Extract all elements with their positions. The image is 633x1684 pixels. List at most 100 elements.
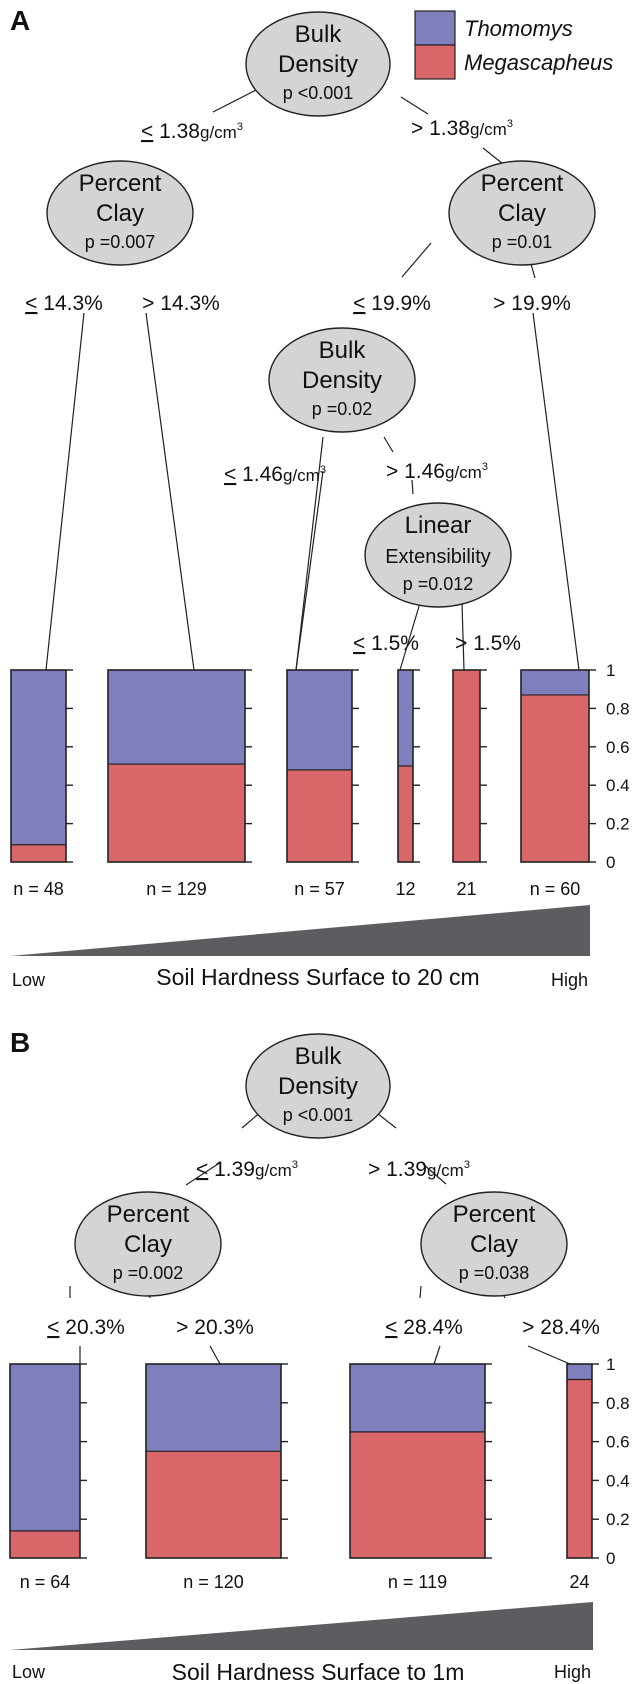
bar-frame bbox=[107, 669, 246, 863]
bar-segment-megascapheus bbox=[398, 766, 413, 862]
tree-edge bbox=[422, 1163, 447, 1185]
node-variable-line1: Linear bbox=[405, 512, 472, 539]
split-value: 1.38 bbox=[153, 120, 200, 143]
split-value: 1.39 bbox=[380, 1158, 427, 1181]
node-ellipse bbox=[74, 1191, 222, 1297]
split-operator: > bbox=[142, 292, 154, 315]
tree-edge bbox=[145, 312, 195, 671]
node-variable-line1: Bulk bbox=[319, 337, 367, 364]
leaf-sample-size: n = 64 bbox=[20, 1572, 71, 1592]
split-label-4: < 19.9% bbox=[353, 292, 431, 315]
y-tick-label-0-6: 0.6 bbox=[606, 1433, 630, 1452]
tree-edge bbox=[401, 242, 432, 278]
tree-edge bbox=[295, 436, 324, 671]
panel-letter-a: A bbox=[10, 5, 30, 36]
node-ellipse bbox=[268, 327, 416, 433]
split-label-2: < 20.3% bbox=[47, 1316, 125, 1339]
bar-segment-megascapheus bbox=[108, 764, 245, 862]
split-label-4: < 28.4% bbox=[385, 1316, 463, 1339]
split-label-3: > 20.3% bbox=[176, 1316, 254, 1339]
node-variable-line1: Percent bbox=[453, 1201, 536, 1228]
tree-edge bbox=[212, 86, 263, 113]
split-operator: < bbox=[196, 1158, 208, 1181]
split-label-6: < 1.46g/cm3 bbox=[224, 463, 326, 486]
bar-frame bbox=[520, 669, 590, 863]
leaf-bar-2: n = 119 bbox=[349, 1363, 492, 1592]
bar-segment-megascapheus bbox=[287, 769, 352, 862]
tree-edge bbox=[411, 479, 414, 495]
split-operator: > bbox=[386, 460, 398, 483]
split-value: 20.3% bbox=[59, 1316, 124, 1339]
split-value: 1.46 bbox=[398, 460, 445, 483]
node-variable-line2: Density bbox=[278, 51, 358, 78]
bar-segment-megascapheus bbox=[350, 1431, 485, 1558]
bar-frame bbox=[10, 669, 67, 863]
split-operator: < bbox=[353, 292, 365, 315]
node-p-value: p =0.02 bbox=[312, 399, 373, 419]
tree-node-0: Bulk Density p <0.001 bbox=[245, 11, 391, 117]
split-value: 28.4% bbox=[534, 1316, 599, 1339]
leaf-sample-size: 24 bbox=[569, 1572, 589, 1592]
split-value: 19.9% bbox=[505, 292, 570, 315]
bar-segment-megascapheus bbox=[11, 844, 66, 862]
tree-node-1: Percent Clay p =0.007 bbox=[46, 160, 194, 266]
node-ellipse bbox=[245, 1033, 391, 1139]
tree-node-0: Bulk Density p <0.001 bbox=[245, 1033, 391, 1139]
split-value: 1.5% bbox=[467, 632, 521, 655]
node-p-value: p =0.01 bbox=[492, 232, 553, 252]
tree-edge bbox=[433, 1345, 441, 1365]
node-p-value: p =0.038 bbox=[459, 1263, 530, 1283]
split-operator: > bbox=[522, 1316, 534, 1339]
node-variable-line2: Clay bbox=[96, 200, 144, 227]
tree-edge bbox=[209, 1345, 221, 1365]
leaf-bar-3: 12 bbox=[395, 669, 420, 899]
y-tick-label-0: 0 bbox=[606, 853, 615, 872]
node-p-value: p <0.001 bbox=[283, 83, 354, 103]
node-variable-line2: Density bbox=[278, 1073, 358, 1100]
soil-hardness-gradient-wedge bbox=[10, 905, 590, 956]
axis-title: Soil Hardness Surface to 1m bbox=[172, 1659, 465, 1684]
split-operator: > bbox=[411, 117, 423, 140]
split-label-0: < 1.38g/cm3 bbox=[141, 120, 243, 143]
bar-segment-thomomys bbox=[11, 670, 66, 862]
split-operator: < bbox=[353, 632, 365, 655]
split-label-2: < 14.3% bbox=[25, 292, 103, 315]
tree-node-2: Percent Clay p =0.01 bbox=[448, 160, 596, 266]
split-unit-superscript: 3 bbox=[320, 464, 326, 476]
legend-label-megascapheus: Megascapheus bbox=[464, 50, 613, 75]
node-ellipse bbox=[46, 160, 194, 266]
bar-segment-megascapheus bbox=[146, 1451, 281, 1558]
split-unit: g/cm bbox=[427, 1161, 464, 1180]
bar-segment-thomomys bbox=[10, 1364, 80, 1558]
leaf-bar-3: 24 bbox=[566, 1363, 599, 1592]
split-unit-superscript: 3 bbox=[507, 118, 513, 130]
axis-low-label: Low bbox=[12, 970, 46, 990]
split-label-1: > 1.39g/cm3 bbox=[368, 1158, 470, 1181]
split-label-3: > 14.3% bbox=[142, 292, 220, 315]
node-variable-line1: Bulk bbox=[295, 1043, 343, 1070]
split-value: 19.9% bbox=[365, 292, 430, 315]
tree-edge bbox=[399, 602, 421, 671]
split-value: 20.3% bbox=[188, 1316, 253, 1339]
leaf-sample-size: 21 bbox=[456, 879, 476, 899]
split-value: 1.46 bbox=[236, 463, 283, 486]
node-ellipse bbox=[448, 160, 596, 266]
node-variable-line1: Percent bbox=[79, 170, 162, 197]
node-variable-line1: Bulk bbox=[295, 21, 343, 48]
split-unit-superscript: 3 bbox=[237, 121, 243, 133]
bar-frame bbox=[145, 1363, 282, 1559]
split-unit-superscript: 3 bbox=[292, 1159, 298, 1171]
split-label-8: < 1.5% bbox=[353, 632, 419, 655]
split-value: 1.5% bbox=[365, 632, 419, 655]
split-operator: < bbox=[25, 292, 37, 315]
leaf-bar-1: n = 120 bbox=[145, 1363, 288, 1592]
bar-frame bbox=[566, 1363, 593, 1559]
bar-frame bbox=[349, 1363, 486, 1559]
bar-frame bbox=[9, 1363, 81, 1559]
split-unit: g/cm bbox=[255, 1161, 292, 1180]
leaf-sample-size: n = 119 bbox=[388, 1572, 447, 1592]
split-operator: > bbox=[176, 1316, 188, 1339]
tree-edge bbox=[527, 1345, 571, 1365]
